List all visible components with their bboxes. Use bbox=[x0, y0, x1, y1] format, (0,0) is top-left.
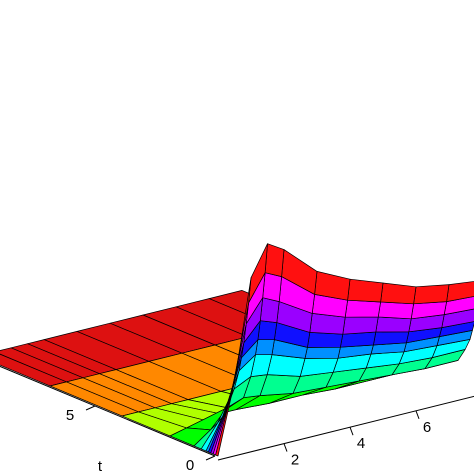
surface-facet bbox=[413, 284, 450, 305]
t-tick-label: 0 bbox=[186, 457, 194, 474]
surface-facet bbox=[304, 346, 341, 359]
surface-facet bbox=[347, 278, 384, 303]
surface-facet bbox=[257, 320, 278, 341]
surface-facet bbox=[255, 339, 275, 356]
x-tick bbox=[415, 410, 420, 419]
surface-facet bbox=[375, 316, 412, 333]
surface bbox=[0, 243, 474, 457]
x-tick bbox=[283, 443, 288, 452]
surface-facet bbox=[342, 316, 379, 335]
x-tick-label: 2 bbox=[291, 452, 299, 469]
surface-facet bbox=[307, 332, 344, 348]
surface-facet bbox=[377, 301, 414, 320]
surface-facet bbox=[344, 299, 381, 318]
axes: 2 4 6 0 5 bbox=[0, 365, 474, 474]
surface-facet bbox=[373, 331, 410, 346]
x-tick bbox=[349, 427, 354, 436]
surface-facet bbox=[259, 297, 280, 323]
surface-facet bbox=[380, 282, 417, 305]
x-tick-label: 6 bbox=[423, 419, 431, 436]
surface-facet bbox=[262, 272, 282, 302]
t-tick bbox=[85, 405, 96, 411]
t-axis-label: t bbox=[98, 458, 103, 474]
x-tick-label: 4 bbox=[357, 435, 365, 452]
t-tick bbox=[205, 455, 216, 461]
surface-facet bbox=[264, 243, 285, 277]
surface-facet bbox=[215, 381, 235, 457]
t-tick-label: 5 bbox=[66, 407, 74, 424]
